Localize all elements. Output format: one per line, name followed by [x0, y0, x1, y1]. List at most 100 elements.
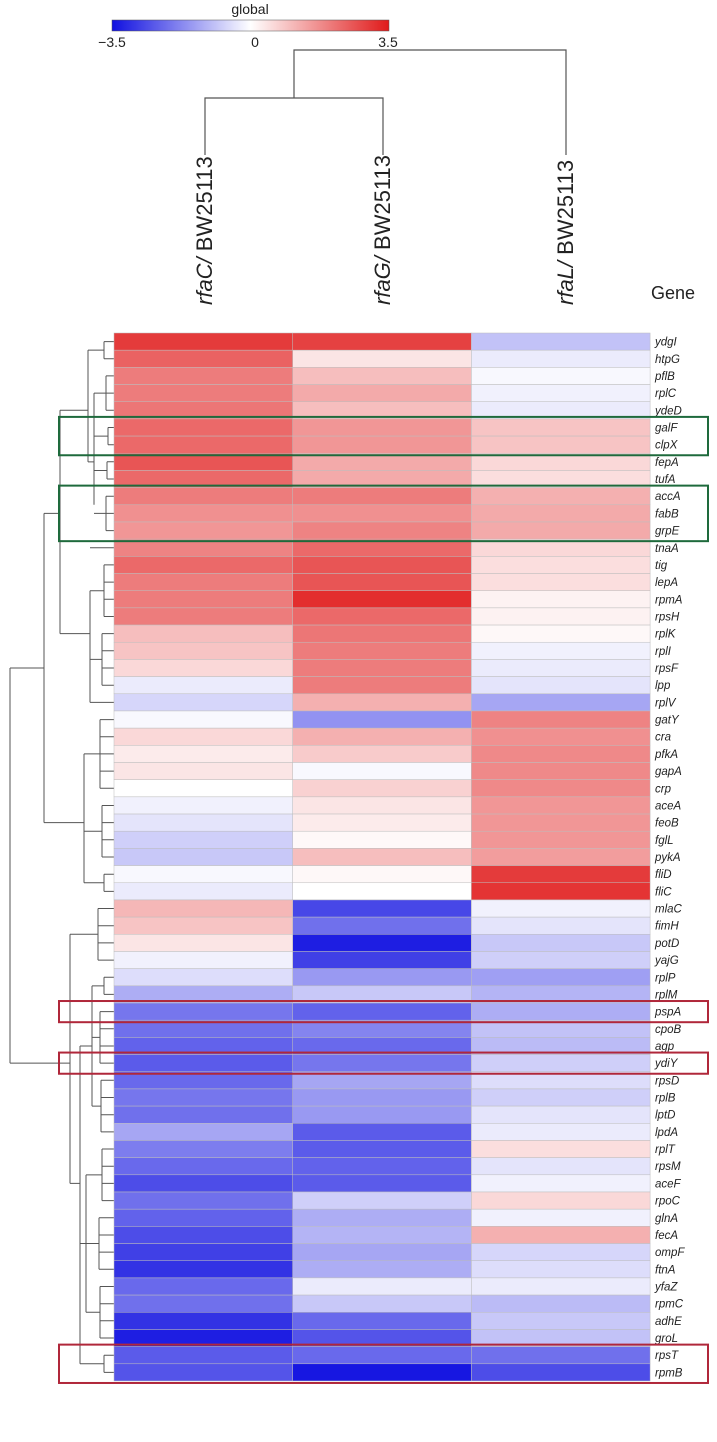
row-label: lpp: [655, 680, 671, 692]
heatmap-cell: [292, 951, 472, 969]
dendrogram-branch: [99, 1286, 114, 1339]
row-label: lepA: [655, 577, 678, 589]
heatmap-cell: [471, 607, 651, 626]
heatmap-cell: [113, 693, 293, 712]
row-label: yajG: [654, 955, 679, 967]
heatmap-cell: [292, 865, 472, 884]
heatmap-cell: [471, 762, 651, 780]
row-label: rpmC: [655, 1299, 684, 1311]
dendrogram-branch: [88, 349, 108, 514]
heatmap-cell: [113, 779, 293, 798]
heatmap-cell: [113, 332, 293, 351]
row-label: ydgI: [654, 337, 678, 349]
heatmap-cell: [292, 1002, 472, 1021]
row-label: rplM: [655, 989, 678, 1001]
heatmap-cell: [292, 1054, 472, 1072]
heatmap-cell: [471, 659, 651, 677]
heatmap-cell: [113, 1294, 293, 1313]
row-label: gatY: [655, 715, 680, 727]
heatmap-cell: [292, 934, 472, 952]
heatmap-cell: [292, 487, 472, 506]
row-label: tnaA: [655, 543, 679, 555]
dendrogram-branch: [9, 667, 70, 1064]
heatmap-cell: [292, 676, 472, 695]
highlight-box: [58, 1343, 709, 1384]
dendrogram-branch: [85, 1174, 102, 1313]
heatmap-cell: [292, 968, 472, 987]
heatmap-cell: [113, 1054, 293, 1072]
heatmap-cell: [113, 1002, 293, 1021]
heatmap-cell: [113, 624, 293, 643]
colorbar-min-label: −3.5: [98, 34, 126, 50]
heatmap-cell: [471, 745, 651, 763]
heatmap-cell: [113, 1088, 293, 1107]
heatmap-cell: [113, 1363, 293, 1382]
heatmap-cell: [471, 556, 651, 574]
heatmap-cell: [471, 1226, 651, 1244]
row-label: pflB: [654, 371, 675, 383]
heatmap-cell: [113, 813, 293, 832]
dendrogram-branch: [106, 461, 114, 480]
heatmap-cell: [471, 504, 651, 523]
dendrogram-branch: [103, 341, 114, 360]
row-label: fliD: [655, 869, 672, 881]
heatmap-cell: [113, 865, 293, 884]
heatmap-cell: [292, 1088, 472, 1107]
heatmap-cell: [113, 659, 293, 677]
heatmap-cell: [292, 1226, 472, 1244]
heatmap-cell: [292, 796, 472, 815]
row-label: fglL: [655, 835, 674, 847]
heatmap-cell: [113, 882, 293, 901]
highlight-box: [58, 1051, 709, 1075]
heatmap-cell: [292, 590, 472, 609]
heatmap-cell: [471, 968, 651, 987]
dendrogram-branch: [91, 985, 104, 1107]
row-label: fepA: [655, 457, 679, 469]
highlight-boxes: [58, 415, 709, 1384]
row-label: tig: [655, 560, 668, 572]
row-label: rpsM: [655, 1161, 681, 1173]
heatmap-cell: [113, 899, 293, 918]
heatmap-cell: [471, 521, 651, 540]
heatmap-cell: [113, 641, 293, 660]
dendrogram-branch: [69, 934, 80, 1184]
dendrogram-branch: [87, 350, 94, 463]
heatmap-cell: [471, 332, 651, 351]
row-label: potD: [654, 938, 679, 950]
dendrogram-branch: [103, 1354, 114, 1373]
heatmap-cell: [292, 1346, 472, 1365]
highlight-box: [58, 415, 709, 457]
heatmap-cell: [292, 659, 472, 677]
heatmap-cell: [113, 1243, 293, 1261]
heatmap-cell: [471, 590, 651, 609]
row-label: cra: [655, 732, 671, 744]
heatmap-cell: [113, 1208, 293, 1227]
column-label-rfaC: rfaC/ BW25113: [192, 156, 217, 305]
row-label: fimH: [655, 921, 679, 933]
dendrogram-branch: [59, 409, 90, 635]
dendrogram-branch: [89, 547, 114, 703]
heatmap-cell: [292, 367, 472, 385]
colorbar-title: global: [231, 1, 268, 17]
heatmap-cell: [471, 796, 651, 815]
heatmap-cell: [113, 848, 293, 866]
heatmap-cell: [292, 813, 472, 832]
row-label: glnA: [655, 1213, 678, 1225]
gene-header: Gene: [651, 283, 695, 303]
row-label: fliC: [655, 886, 672, 898]
heatmap-cell: [292, 624, 472, 643]
row-label: ompF: [655, 1247, 685, 1259]
row-label: clpX: [655, 440, 679, 452]
heatmap-cell: [471, 1312, 651, 1330]
row-label: lptD: [655, 1110, 675, 1122]
heatmap-cell: [113, 934, 293, 952]
row-label: mlaC: [655, 904, 683, 916]
row-label: aceF: [655, 1178, 682, 1190]
row-label: rplB: [655, 1093, 676, 1105]
row-label: gapA: [655, 766, 682, 778]
heatmap-cell: [292, 899, 472, 918]
dendrogram-branch: [103, 873, 114, 892]
heatmap-cell: [471, 1363, 651, 1382]
heatmap-cell: [113, 607, 293, 626]
heatmap-cell: [113, 556, 293, 574]
